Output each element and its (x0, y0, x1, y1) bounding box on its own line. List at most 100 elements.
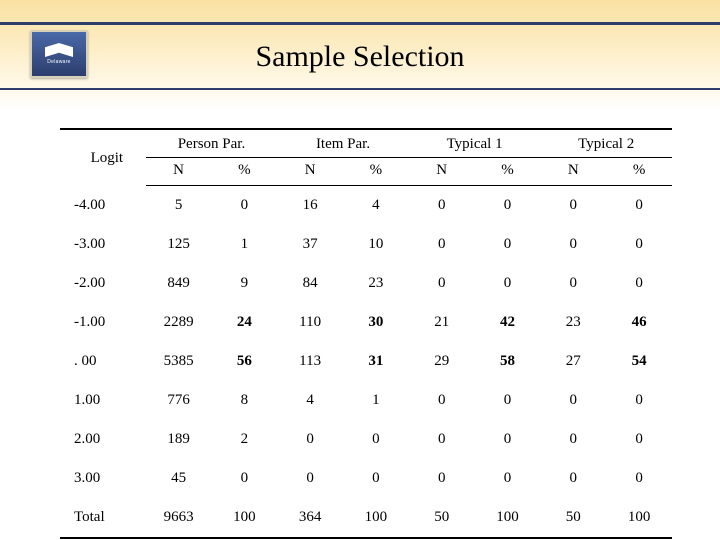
data-cell: 8 (211, 381, 277, 420)
data-cell: 0 (409, 225, 475, 264)
table-head: Logit Person Par. Item Par. Typical 1 Ty… (60, 129, 672, 186)
data-cell: 45 (146, 459, 212, 498)
data-cell: 0 (211, 186, 277, 226)
logit-cell: 2.00 (60, 420, 146, 459)
data-cell: 0 (475, 186, 541, 226)
data-cell: 31 (343, 342, 409, 381)
data-cell: 84 (277, 264, 343, 303)
table-row: . 005385561133129582754 (60, 342, 672, 381)
data-cell: 776 (146, 381, 212, 420)
data-cell: 0 (343, 420, 409, 459)
header-rule-top (0, 22, 720, 25)
data-cell: 37 (277, 225, 343, 264)
data-cell: 110 (277, 303, 343, 342)
data-cell: 2 (211, 420, 277, 459)
data-cell: 21 (409, 303, 475, 342)
data-cell: 0 (540, 381, 606, 420)
data-cell: 100 (343, 498, 409, 538)
data-table-wrap: Logit Person Par. Item Par. Typical 1 Ty… (60, 128, 672, 539)
data-cell: 27 (540, 342, 606, 381)
data-cell: 23 (343, 264, 409, 303)
data-cell: 0 (409, 186, 475, 226)
data-cell: 5 (146, 186, 212, 226)
data-cell: 0 (211, 459, 277, 498)
data-cell: 58 (475, 342, 541, 381)
data-cell: 0 (409, 459, 475, 498)
data-cell: 24 (211, 303, 277, 342)
data-cell: 0 (540, 420, 606, 459)
data-cell: 29 (409, 342, 475, 381)
data-cell: 0 (540, 186, 606, 226)
data-cell: 0 (343, 459, 409, 498)
group-header: Typical 1 (409, 129, 541, 158)
data-cell: 50 (409, 498, 475, 538)
data-cell: 5385 (146, 342, 212, 381)
data-cell: 0 (475, 459, 541, 498)
data-cell: 10 (343, 225, 409, 264)
logit-cell: -1.00 (60, 303, 146, 342)
data-cell: 364 (277, 498, 343, 538)
logit-cell: -2.00 (60, 264, 146, 303)
data-cell: 113 (277, 342, 343, 381)
table-row: -2.00849984230000 (60, 264, 672, 303)
data-cell: 1 (343, 381, 409, 420)
logit-cell: 1.00 (60, 381, 146, 420)
group-header: Person Par. (146, 129, 278, 158)
data-cell: 2289 (146, 303, 212, 342)
table-row: 1.007768410000 (60, 381, 672, 420)
data-cell: 0 (606, 264, 672, 303)
data-cell: 100 (475, 498, 541, 538)
data-cell: 849 (146, 264, 212, 303)
data-cell: 0 (277, 420, 343, 459)
data-cell: 0 (475, 225, 541, 264)
data-cell: 9663 (146, 498, 212, 538)
data-table: Logit Person Par. Item Par. Typical 1 Ty… (60, 128, 672, 539)
data-cell: 125 (146, 225, 212, 264)
group-header: Item Par. (277, 129, 409, 158)
table-row: -3.00125137100000 (60, 225, 672, 264)
data-cell: 16 (277, 186, 343, 226)
data-cell: 0 (409, 420, 475, 459)
data-cell: 0 (540, 264, 606, 303)
data-cell: 0 (606, 186, 672, 226)
table-row: -4.00501640000 (60, 186, 672, 226)
data-cell: 100 (211, 498, 277, 538)
sub-header-pct: % (606, 158, 672, 186)
table-row: 3.00450000000 (60, 459, 672, 498)
table-row: Total96631003641005010050100 (60, 498, 672, 538)
data-cell: 0 (606, 420, 672, 459)
data-cell: 0 (409, 381, 475, 420)
logit-cell: -4.00 (60, 186, 146, 226)
group-header: Typical 2 (540, 129, 672, 158)
group-header-row: Logit Person Par. Item Par. Typical 1 Ty… (60, 129, 672, 158)
sub-header-n: N (277, 158, 343, 186)
data-cell: 46 (606, 303, 672, 342)
page-title: Sample Selection (0, 40, 720, 74)
data-cell: 0 (409, 264, 475, 303)
header-rule-bottom (0, 88, 720, 90)
data-cell: 189 (146, 420, 212, 459)
sub-header-pct: % (475, 158, 541, 186)
data-cell: 0 (475, 264, 541, 303)
data-cell: 100 (606, 498, 672, 538)
data-cell: 4 (277, 381, 343, 420)
logit-header: Logit (60, 129, 146, 186)
data-cell: 50 (540, 498, 606, 538)
data-cell: 56 (211, 342, 277, 381)
data-cell: 0 (606, 459, 672, 498)
sub-header-n: N (540, 158, 606, 186)
data-cell: 9 (211, 264, 277, 303)
data-cell: 23 (540, 303, 606, 342)
data-cell: 0 (540, 225, 606, 264)
table-body: -4.00501640000-3.00125137100000-2.008499… (60, 186, 672, 539)
data-cell: 30 (343, 303, 409, 342)
data-cell: 0 (540, 459, 606, 498)
logit-cell: 3.00 (60, 459, 146, 498)
logit-cell: -3.00 (60, 225, 146, 264)
data-cell: 0 (606, 381, 672, 420)
logit-cell: Total (60, 498, 146, 538)
data-cell: 0 (475, 420, 541, 459)
sub-header-pct: % (343, 158, 409, 186)
table-row: -1.002289241103021422346 (60, 303, 672, 342)
data-cell: 42 (475, 303, 541, 342)
